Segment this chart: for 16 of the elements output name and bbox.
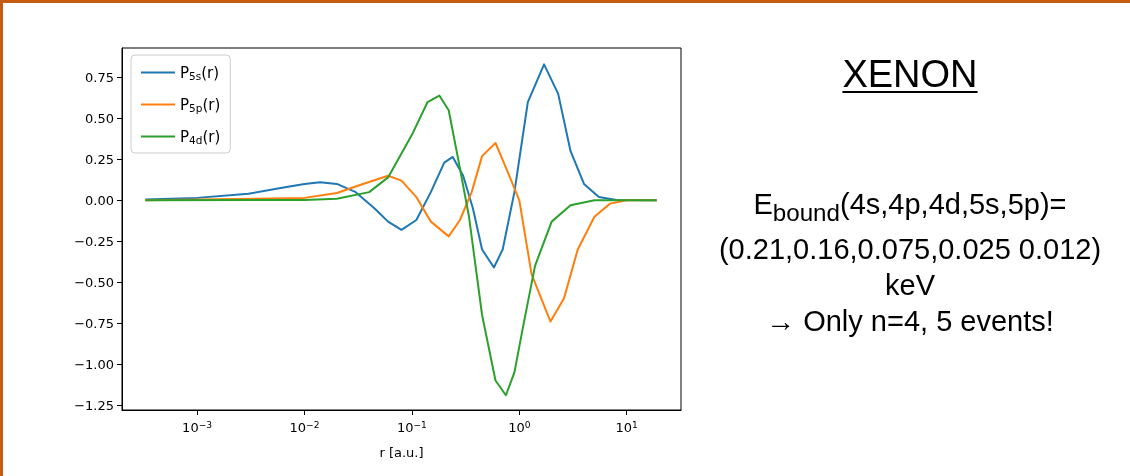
y-tick-label: −1.00	[74, 356, 114, 372]
text: XENON	[841, 53, 979, 96]
y-tick-label: −0.50	[74, 274, 114, 290]
legend-label: P5s(r)	[180, 63, 220, 82]
legend-label: P5p(r)	[180, 95, 221, 114]
x-axis-title: r [a.u.]	[379, 445, 424, 460]
y-tick-label: 0.50	[85, 110, 114, 126]
y-tick-label: 0.25	[85, 151, 114, 167]
text: → Only n=4, 5 events!	[765, 303, 1055, 339]
y-tick-label: −0.25	[74, 233, 114, 249]
y-tick-label: −1.25	[74, 397, 114, 413]
legend-label: P4d(r)	[180, 127, 221, 146]
text: E$_{bound}$(4s,4p,4d,5s,5p)= (0.21,0.16,0.075,0.025 0.012) keV	[717, 187, 1103, 303]
y-tick-label: 0.00	[85, 192, 114, 208]
y-tick-label: 0.75	[85, 69, 114, 85]
y-tick-label: −0.75	[74, 315, 114, 331]
